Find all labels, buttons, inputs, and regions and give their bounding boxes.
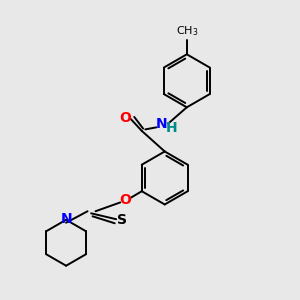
- Text: O: O: [120, 193, 131, 207]
- Text: O: O: [120, 111, 131, 124]
- Text: S: S: [117, 213, 127, 227]
- Text: N: N: [60, 212, 72, 226]
- Text: H: H: [165, 121, 177, 135]
- Text: N: N: [156, 117, 168, 131]
- Text: CH$_3$: CH$_3$: [176, 24, 198, 38]
